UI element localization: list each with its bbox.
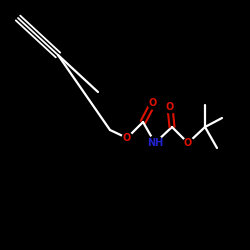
Text: O: O (123, 133, 131, 143)
Text: O: O (166, 102, 174, 112)
Text: O: O (149, 98, 157, 108)
Text: NH: NH (147, 138, 163, 148)
Text: O: O (184, 138, 192, 148)
